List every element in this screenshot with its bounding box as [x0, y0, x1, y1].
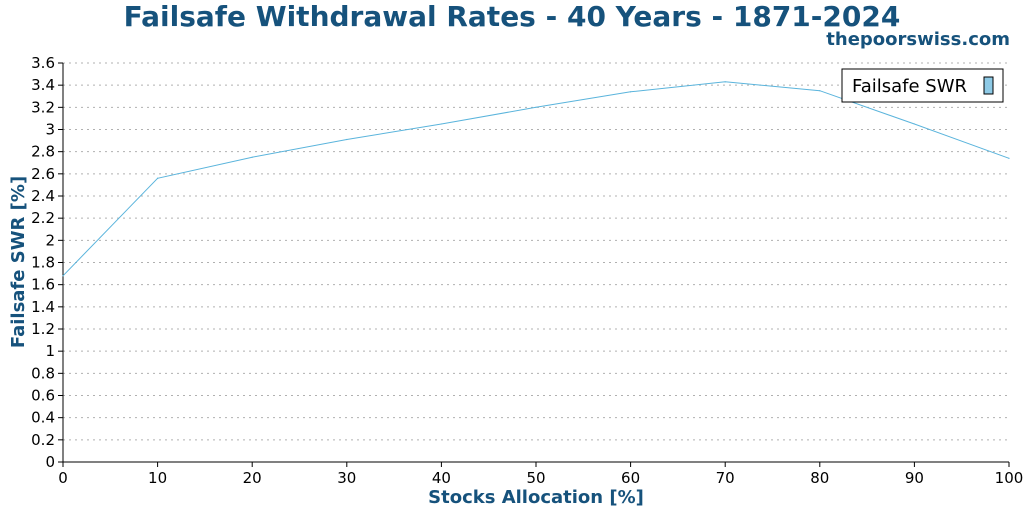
legend-swatch: [983, 76, 994, 95]
legend-label: Failsafe SWR: [852, 76, 967, 97]
data-point: [1008, 157, 1010, 159]
x-tick-label: 60: [621, 469, 640, 487]
data-point: [157, 177, 159, 179]
data-point: [62, 275, 64, 277]
series-line: [62, 81, 1010, 277]
x-tick-label: 20: [243, 469, 262, 487]
x-tick-label: 80: [810, 469, 829, 487]
chart-title: Failsafe Withdrawal Rates - 40 Years - 1…: [123, 0, 901, 33]
x-tick-label: 0: [58, 469, 68, 487]
y-tick-label: 1.6: [31, 276, 55, 294]
y-tick-label: 2.8: [31, 143, 55, 161]
data-point: [346, 138, 348, 141]
y-tick-label: 0.4: [31, 409, 55, 427]
y-ticks: 0 0.2 0.4 0.6 0.8 1 1.2 1.4 1.6 1.8 2 2.2 2.4 2.6 2.8 3…: [31, 54, 63, 471]
data-point: [535, 106, 537, 108]
legend: Failsafe SWR: [841, 68, 1004, 103]
y-axis-label: Failsafe SWR [%]: [8, 176, 29, 348]
source-label: thepoorswiss.com: [826, 29, 1010, 50]
x-tick-label: 10: [148, 469, 167, 487]
y-tick-label: 2.6: [31, 165, 55, 183]
y-tick-label: 0.8: [31, 364, 55, 382]
y-tick-label: 2.2: [31, 209, 55, 227]
x-axis-label: Stocks Allocation [%]: [428, 487, 644, 508]
x-tick-label: 70: [716, 469, 735, 487]
data-point: [440, 123, 442, 125]
y-tick-label: 1.8: [31, 254, 55, 272]
series-layer: [62, 81, 1010, 277]
x-tick-label: 40: [432, 469, 451, 487]
x-tick-label: 50: [526, 469, 545, 487]
y-tick-label: 1: [45, 342, 55, 360]
legend-box: [841, 68, 1004, 103]
data-point: [251, 156, 253, 158]
x-tick-label: 30: [337, 469, 356, 487]
y-tick-label: 2: [45, 231, 55, 249]
x-tick-label: 90: [905, 469, 924, 487]
y-tick-label: 1.2: [31, 320, 55, 338]
data-point: [630, 91, 632, 93]
y-tick-label: 0.2: [31, 431, 55, 449]
x-ticks: 0 10 20 30 40 50 60 70 80 90 100: [58, 462, 1023, 487]
y-tick-label: 0.6: [31, 387, 55, 405]
x-tick-label: 100: [995, 469, 1024, 487]
y-tick-label: 2.4: [31, 187, 55, 205]
y-tick-label: 3: [45, 121, 55, 139]
data-point: [913, 123, 916, 125]
data-point: [819, 90, 821, 92]
y-tick-label: 0: [45, 453, 55, 471]
y-tick-label: 3.4: [31, 76, 55, 94]
y-tick-label: 3.6: [31, 54, 55, 72]
grid-lines: [63, 62, 1009, 441]
y-tick-label: 1.4: [31, 298, 55, 316]
data-point: [724, 81, 726, 83]
y-tick-label: 3.2: [31, 98, 55, 116]
